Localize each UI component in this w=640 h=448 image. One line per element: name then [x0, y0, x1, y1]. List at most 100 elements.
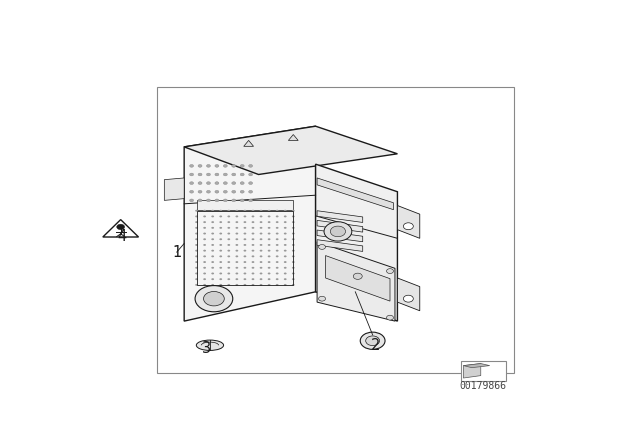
Circle shape [252, 272, 254, 275]
Circle shape [236, 233, 238, 234]
Circle shape [284, 227, 287, 229]
Circle shape [244, 221, 246, 223]
Circle shape [260, 233, 262, 234]
Circle shape [244, 278, 246, 280]
Circle shape [204, 267, 206, 269]
Circle shape [268, 250, 271, 252]
Circle shape [252, 244, 254, 246]
Circle shape [220, 267, 222, 269]
Circle shape [292, 267, 294, 269]
Circle shape [211, 267, 214, 269]
Circle shape [268, 261, 271, 263]
Circle shape [244, 250, 246, 252]
Circle shape [403, 295, 413, 302]
Circle shape [244, 244, 246, 246]
Polygon shape [317, 178, 394, 210]
Circle shape [284, 272, 287, 275]
Text: 2: 2 [371, 338, 380, 353]
Bar [461, 361, 506, 381]
Circle shape [252, 221, 254, 223]
Circle shape [284, 238, 287, 240]
Circle shape [284, 267, 287, 269]
Circle shape [227, 255, 230, 257]
Circle shape [292, 255, 294, 257]
Polygon shape [317, 211, 363, 223]
Circle shape [204, 227, 206, 229]
Circle shape [292, 238, 294, 240]
Polygon shape [317, 230, 363, 242]
Circle shape [195, 255, 198, 257]
Circle shape [268, 227, 271, 229]
Circle shape [116, 224, 125, 230]
Circle shape [284, 255, 287, 257]
Circle shape [292, 250, 294, 252]
Circle shape [284, 244, 287, 246]
Circle shape [204, 221, 206, 223]
Circle shape [220, 233, 222, 234]
Circle shape [240, 173, 244, 176]
Circle shape [211, 284, 214, 286]
Circle shape [236, 238, 238, 240]
Circle shape [223, 199, 227, 202]
Circle shape [268, 215, 271, 217]
Polygon shape [397, 278, 420, 311]
Circle shape [189, 182, 193, 185]
Circle shape [244, 284, 246, 286]
Circle shape [204, 284, 206, 286]
Circle shape [252, 250, 254, 252]
Circle shape [292, 261, 294, 263]
Circle shape [204, 278, 206, 280]
Circle shape [284, 215, 287, 217]
Circle shape [260, 272, 262, 275]
Circle shape [240, 199, 244, 202]
Circle shape [292, 284, 294, 286]
Circle shape [240, 164, 244, 167]
Circle shape [223, 164, 227, 167]
Polygon shape [317, 242, 395, 321]
Circle shape [204, 255, 206, 257]
Circle shape [204, 244, 206, 246]
Circle shape [365, 336, 380, 345]
Circle shape [211, 238, 214, 240]
Circle shape [292, 215, 294, 217]
Circle shape [387, 269, 394, 273]
Circle shape [223, 182, 227, 185]
Circle shape [215, 173, 219, 176]
Circle shape [189, 190, 193, 193]
Circle shape [220, 278, 222, 280]
Circle shape [227, 215, 230, 217]
Circle shape [284, 221, 287, 223]
Circle shape [268, 210, 271, 212]
Circle shape [189, 164, 193, 167]
Circle shape [403, 223, 413, 230]
Circle shape [260, 255, 262, 257]
Circle shape [223, 190, 227, 193]
Circle shape [220, 227, 222, 229]
Circle shape [252, 215, 254, 217]
Bar [196, 200, 293, 210]
Circle shape [227, 238, 230, 240]
Circle shape [204, 238, 206, 240]
Circle shape [249, 173, 253, 176]
Circle shape [215, 164, 219, 167]
Circle shape [244, 227, 246, 229]
Circle shape [227, 284, 230, 286]
Circle shape [244, 215, 246, 217]
Circle shape [220, 238, 222, 240]
Circle shape [227, 250, 230, 252]
Circle shape [204, 250, 206, 252]
Circle shape [204, 233, 206, 234]
Circle shape [276, 267, 278, 269]
Bar [157, 86, 514, 373]
Circle shape [252, 255, 254, 257]
Circle shape [215, 190, 219, 193]
Circle shape [284, 250, 287, 252]
Circle shape [195, 278, 198, 280]
Circle shape [284, 210, 287, 212]
Circle shape [252, 227, 254, 229]
Circle shape [211, 250, 214, 252]
Circle shape [284, 284, 287, 286]
Polygon shape [289, 134, 298, 141]
Circle shape [211, 233, 214, 234]
Circle shape [268, 255, 271, 257]
